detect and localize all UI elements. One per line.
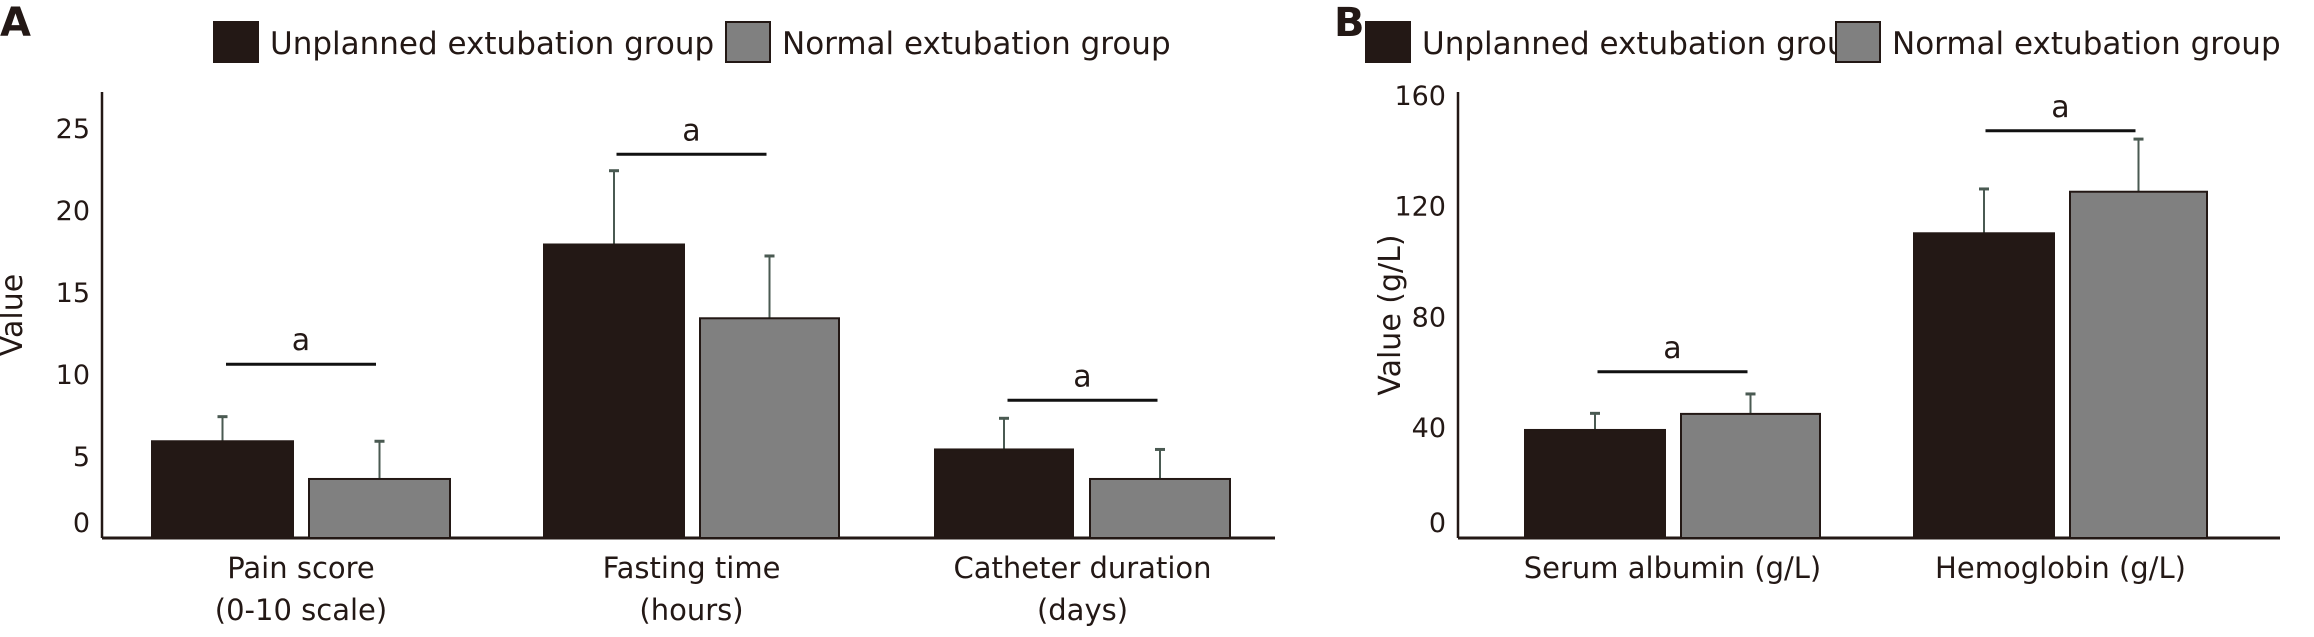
significance-label: a	[1663, 331, 1681, 366]
y-tick-label: 20	[56, 196, 90, 227]
x-tick-label: Pain score	[227, 551, 375, 585]
x-tick-label: (days)	[1037, 593, 1128, 627]
y-axis-title: Value (g/L)	[1373, 234, 1408, 395]
y-tick-label: 25	[56, 114, 90, 145]
significance-label: a	[1073, 359, 1091, 394]
bar	[151, 440, 294, 539]
legend-swatch	[213, 21, 259, 63]
x-tick-label: (0-10 scale)	[215, 593, 387, 627]
panel-label: B	[1334, 0, 1365, 46]
x-tick-label: (hours)	[639, 593, 743, 627]
x-tick-label: Hemoglobin (g/L)	[1935, 551, 2186, 585]
bar	[1913, 232, 2055, 539]
legend-label: Normal extubation group	[1892, 26, 2281, 62]
panel-label: A	[0, 0, 31, 46]
y-tick-label: 80	[1412, 302, 1446, 333]
bar	[543, 243, 685, 539]
y-tick-label: 10	[56, 360, 90, 391]
legend-swatch	[1365, 21, 1411, 63]
significance-label: a	[682, 113, 700, 148]
bar	[1680, 412, 1821, 540]
x-tick-label: Catheter duration	[954, 551, 1212, 585]
y-tick-label: 0	[1429, 508, 1446, 539]
legend-label: Unplanned extubation group	[270, 26, 714, 62]
bar	[2069, 190, 2208, 539]
y-tick-label: 40	[1412, 413, 1446, 444]
legend-swatch	[1835, 21, 1881, 63]
legend-label: Unplanned extubation group	[1422, 26, 1866, 62]
legend-swatch	[725, 21, 771, 63]
y-tick-label: 0	[73, 508, 90, 539]
significance-label: a	[2051, 90, 2069, 125]
bar	[1089, 477, 1231, 539]
bar	[934, 448, 1074, 539]
y-axis-title: Value	[0, 274, 30, 356]
x-tick-label: Serum albumin (g/L)	[1524, 551, 1822, 585]
y-tick-label: 120	[1394, 192, 1446, 223]
legend-label: Normal extubation group	[782, 26, 1171, 62]
significance-label: a	[292, 323, 310, 358]
bar	[699, 317, 840, 539]
bar	[308, 477, 451, 539]
x-tick-label: Fasting time	[603, 551, 781, 585]
bar	[1524, 428, 1666, 540]
y-tick-label: 160	[1394, 81, 1446, 112]
y-tick-label: 15	[56, 278, 90, 309]
y-tick-label: 5	[73, 442, 90, 473]
